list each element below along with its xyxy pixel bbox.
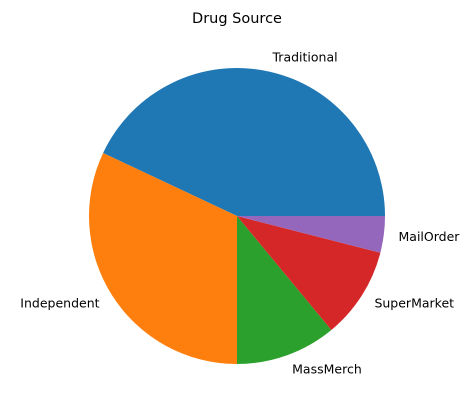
label-massmerch: MassMerch (292, 362, 362, 377)
slice-independent (89, 152, 237, 364)
chart-title: Drug Source (192, 11, 282, 27)
label-traditional: Traditional (272, 50, 338, 65)
slice-massmerch (237, 216, 332, 364)
pie-labels: Traditional Independent MassMerch SuperMark… (20, 50, 460, 377)
label-supermarket: SuperMarket (374, 296, 454, 311)
slice-supermarket (237, 216, 381, 331)
slice-mailorder (237, 216, 385, 253)
label-independent: Independent (20, 296, 99, 311)
label-mailorder: MailOrder (399, 229, 461, 244)
slice-traditional (103, 68, 385, 216)
pie-slices (89, 68, 385, 364)
